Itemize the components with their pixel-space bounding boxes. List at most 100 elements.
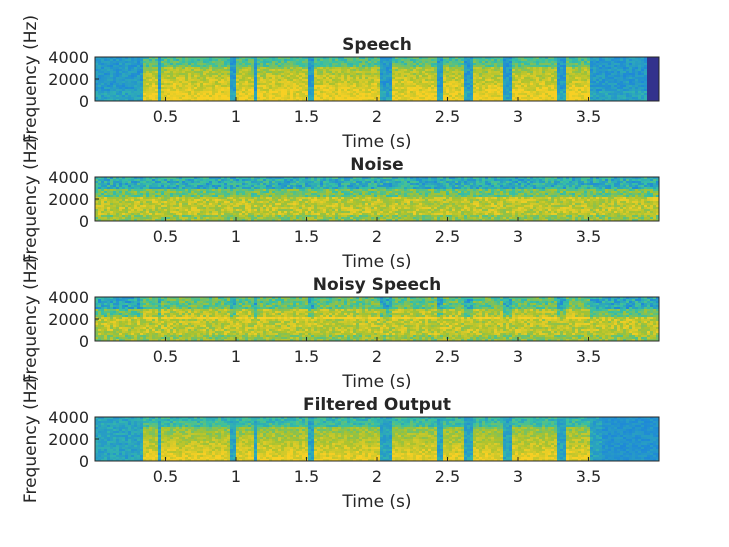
heatmap-cell [470,77,474,80]
heatmap-cell [530,69,534,72]
heatmap-cell [344,81,348,84]
heatmap-cell [128,81,132,84]
heatmap-cell [140,85,144,88]
heatmap-cell [257,83,261,86]
heatmap-cell [278,83,282,86]
heatmap-cell [266,87,270,90]
heatmap-cell [389,71,393,74]
heatmap-cell [530,75,534,78]
heatmap-cell [488,89,492,92]
heatmap-cell [152,87,156,90]
heatmap-cell [311,99,315,102]
heatmap-cell [365,77,369,80]
heatmap-cell [308,83,312,86]
heatmap-cell [437,61,441,64]
heatmap-cell [533,87,537,90]
heatmap-cell [131,81,135,84]
heatmap-cell [98,87,102,90]
heatmap-cell [275,83,279,86]
heatmap-cell [254,73,258,76]
heatmap-cell [449,77,453,80]
heatmap-cell [389,81,393,84]
heatmap-cell [455,59,459,62]
heatmap-cell [101,75,105,78]
heatmap-cell [422,87,426,90]
heatmap-cell [257,71,261,74]
heatmap-cell [266,67,270,70]
heatmap-cell [230,81,234,84]
heatmap-cell [101,59,105,62]
heatmap-cell [173,75,177,78]
heatmap-cell [533,81,537,84]
heatmap-cell [263,71,267,74]
heatmap-cell [302,59,306,62]
heatmap-cell [134,89,138,92]
heatmap-cell [95,65,99,68]
heatmap-cell [212,85,216,88]
heatmap-cell [179,61,183,64]
heatmap-cell [107,89,111,92]
heatmap-cell [467,75,471,78]
heatmap-cell [341,71,345,74]
heatmap-cell [419,85,423,88]
heatmap-cell [395,61,399,64]
heatmap-cell [110,73,114,76]
heatmap-cell [158,71,162,74]
heatmap-cell [488,69,492,72]
heatmap-cell [524,71,528,74]
heatmap-cell [224,67,228,70]
heatmap-cell [227,99,231,102]
heatmap-cell [479,91,483,94]
heatmap-cell [353,65,357,68]
heatmap-cell [461,83,465,86]
heatmap-cell [365,75,369,78]
heatmap-cell [482,89,486,92]
heatmap-cell [281,69,285,72]
heatmap-cell [323,79,327,82]
heatmap-cell [353,95,357,98]
heatmap-cell [221,59,225,62]
heatmap-cell [152,81,156,84]
heatmap-cell [350,89,354,92]
heatmap-cell [437,71,441,74]
heatmap-cell [95,83,99,86]
heatmap-cell [503,73,507,76]
heatmap-cell [260,89,264,92]
heatmap-cell [176,65,180,68]
heatmap-cell [521,87,525,90]
heatmap-cell [122,99,126,102]
heatmap-cell [491,65,495,68]
heatmap-cell [263,79,267,82]
heatmap-cell [365,67,369,70]
heatmap-cell [467,91,471,94]
heatmap-cell [176,63,180,66]
heatmap-cell [431,63,435,66]
heatmap-cell [176,93,180,96]
heatmap-cell [107,97,111,100]
heatmap-cell [383,77,387,80]
heatmap-cell [221,79,225,82]
heatmap-cell [437,75,441,78]
heatmap-cell [128,57,132,60]
heatmap-cell [518,99,522,102]
heatmap-cell [239,75,243,78]
heatmap-cell [101,83,105,86]
heatmap-cell [413,79,417,82]
heatmap-cell [368,71,372,74]
heatmap-cell [293,99,297,102]
heatmap-cell [302,57,306,60]
heatmap-cell [335,75,339,78]
heatmap-cell [410,73,414,76]
heatmap-cell [365,99,369,102]
heatmap-cell [245,81,249,84]
heatmap-cell [425,65,429,68]
heatmap-cell [281,97,285,100]
heatmap-cell [161,57,165,60]
heatmap-cell [317,79,321,82]
heatmap-cell [452,77,456,80]
heatmap-cell [182,77,186,80]
heatmap-cell [308,95,312,98]
heatmap-cell [527,63,531,66]
heatmap-cell [512,87,516,90]
heatmap-cell [149,63,153,66]
